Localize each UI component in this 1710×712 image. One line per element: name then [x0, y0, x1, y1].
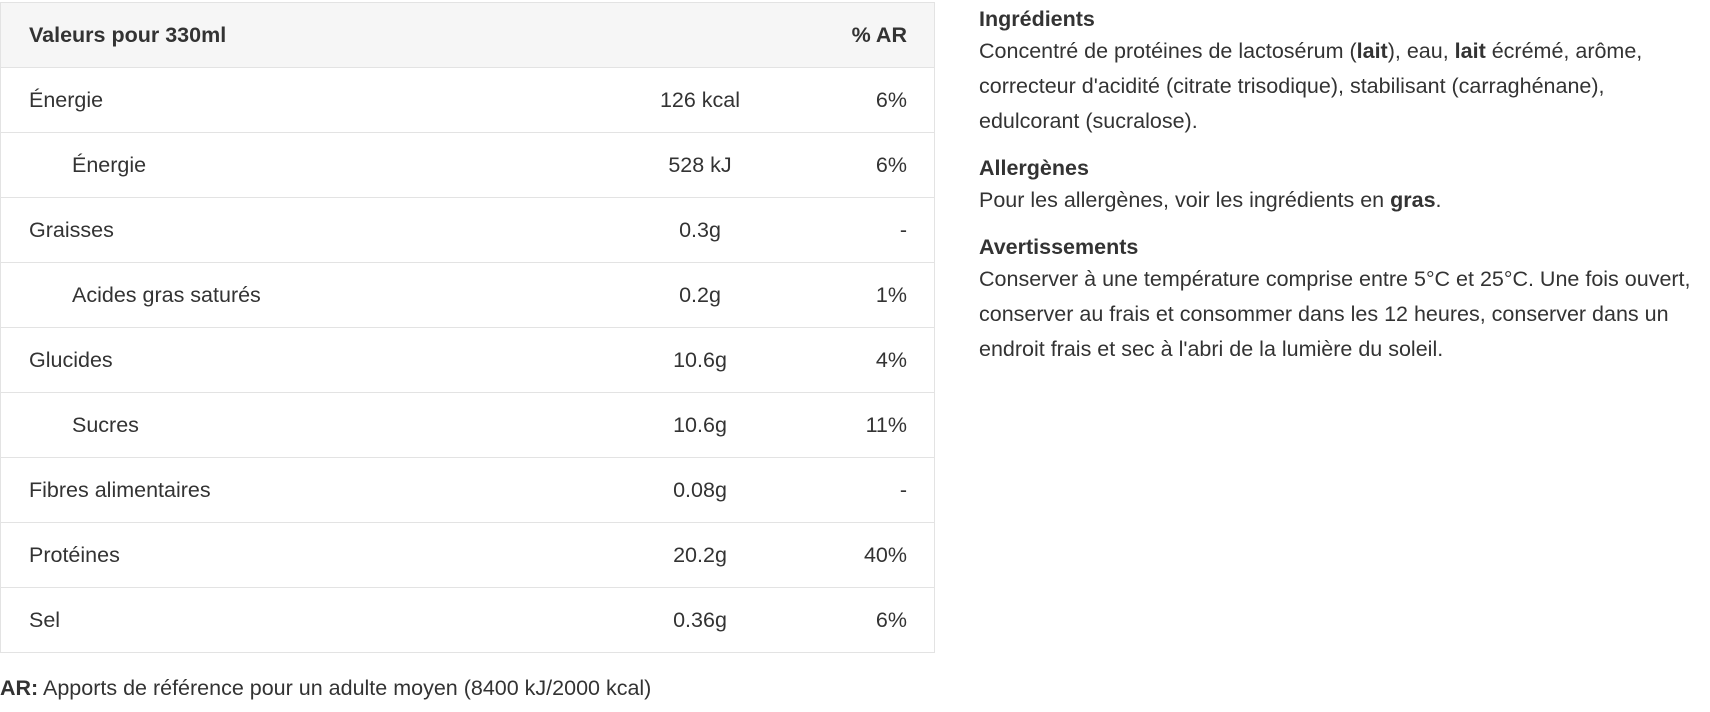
text: ), eau, — [1387, 39, 1455, 63]
section-text: Conserver à une température comprise ent… — [979, 262, 1707, 367]
nutrient-label: Énergie — [0, 67, 612, 133]
nutrient-ar: - — [788, 457, 935, 523]
table-body: Énergie 126 kcal 6% Énergie 528 kJ 6% Graisses… — [0, 67, 935, 653]
section-title: Ingrédients — [979, 7, 1095, 31]
nutrient-ar: - — [788, 197, 935, 263]
product-info: Ingrédients Concentré de protéines de lac… — [979, 4, 1707, 381]
nutrient-ar: 40% — [788, 522, 935, 588]
text: écrémé, arôme, correcteur d'acidité (cit… — [979, 39, 1643, 133]
nutrient-ar: 11% — [788, 392, 935, 458]
nutrient-row: Acides gras saturés 0.2g 1% — [0, 262, 935, 328]
nutrient-row: Graisses 0.3g - — [0, 197, 935, 263]
section-text: Concentré de protéines de lactosérum (la… — [979, 34, 1707, 139]
nutrient-amount: 20.2g — [612, 522, 788, 588]
section-title: Allergènes — [979, 156, 1089, 180]
nutrient-amount: 0.2g — [612, 262, 788, 328]
nutrient-label: Fibres alimentaires — [0, 457, 612, 523]
info-section: Allergènes Pour les allergènes, voir les … — [979, 153, 1707, 218]
nutrient-ar: 6% — [788, 587, 935, 653]
section-title: Avertissements — [979, 235, 1139, 259]
nutrient-label: Sucres — [0, 392, 612, 458]
section-text: Pour les allergènes, voir les ingrédient… — [979, 183, 1707, 218]
info-section: Avertissements Conserver à une températur… — [979, 232, 1707, 367]
bold-text: gras — [1390, 188, 1436, 212]
nutrient-ar: 4% — [788, 327, 935, 393]
bold-text: lait — [1454, 39, 1486, 63]
header-label: Valeurs pour 330ml — [0, 2, 612, 68]
nutrient-label: Protéines — [0, 522, 612, 588]
nutrient-row: Glucides 10.6g 4% — [0, 327, 935, 393]
nutrition-table: Valeurs pour 330ml% AR Énergie 126 kcal 6% É… — [0, 2, 935, 653]
nutrient-amount: 126 kcal — [612, 67, 788, 133]
text: Pour les allergènes, voir les ingrédient… — [979, 188, 1391, 212]
nutrient-row: Sucres 10.6g 11% — [0, 392, 935, 458]
bold-text: AR: — [0, 676, 39, 700]
nutrient-label: Graisses — [0, 197, 612, 263]
info-section: Ingrédients Concentré de protéines de lac… — [979, 4, 1707, 139]
nutrient-row: Protéines 20.2g 40% — [0, 522, 935, 588]
nutrient-amount: 10.6g — [612, 392, 788, 458]
text: Conserver à une température comprise ent… — [979, 267, 1691, 361]
nutrient-amount: 0.36g — [612, 587, 788, 653]
nutrient-row: Énergie 528 kJ 6% — [0, 132, 935, 198]
nutrient-row: Sel 0.36g 6% — [0, 587, 935, 653]
nutrient-amount: 528 kJ — [612, 132, 788, 198]
nutrient-amount: 10.6g — [612, 327, 788, 393]
footnote: AR: Apports de référence pour un adulte … — [0, 676, 651, 701]
nutrient-amount: 0.08g — [612, 457, 788, 523]
table-header: Valeurs pour 330ml % AR — [0, 2, 935, 68]
nutrient-amount: 0.3g — [612, 197, 788, 263]
nutrient-row: Énergie 126 kcal 6% — [0, 67, 935, 133]
header-ar: % AR — [788, 2, 935, 68]
nutrient-label: Sel — [0, 587, 612, 653]
header-row: Valeurs pour 330ml % AR — [0, 2, 935, 68]
header-spacer — [612, 2, 788, 68]
bold-text: lait — [1356, 39, 1388, 63]
text: Concentré de protéines de lactosérum ( — [979, 39, 1357, 63]
text: Apports de référence pour un adulte moye… — [38, 676, 652, 700]
nutrient-label: Glucides — [0, 327, 612, 393]
nutrient-row: Fibres alimentaires 0.08g - — [0, 457, 935, 523]
nutrient-ar: 1% — [788, 262, 935, 328]
nutrient-label: Énergie — [0, 132, 612, 198]
nutrient-ar: 6% — [788, 67, 935, 133]
nutrient-label: Acides gras saturés — [0, 262, 612, 328]
nutrient-ar: 6% — [788, 132, 935, 198]
text: . — [1435, 188, 1442, 212]
